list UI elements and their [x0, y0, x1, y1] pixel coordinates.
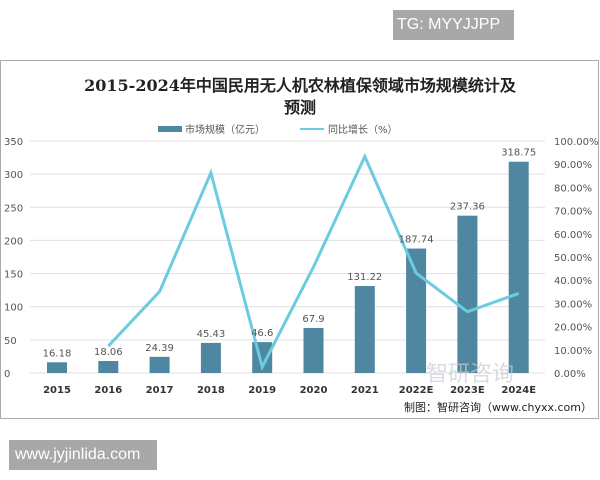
legend-bar-label: 市场规模（亿元）: [185, 123, 265, 136]
bar: [200, 342, 221, 373]
bar-value-label: 187.74: [399, 235, 434, 246]
bar: [354, 286, 375, 373]
right-tick-label: 90.00%: [554, 160, 592, 171]
logo-watermark: 智研咨询: [426, 362, 514, 387]
x-tick-label: 2023E: [450, 385, 485, 396]
chart-title-line1: 2015-2024年中国民用无人机农林植保领域市场规模统计及: [84, 76, 517, 95]
bar: [47, 362, 67, 373]
legend-bar-swatch: [158, 126, 182, 132]
right-tick-label: 60.00%: [554, 230, 592, 241]
bar-value-label: 18.06: [94, 347, 123, 358]
right-tick-label: 80.00%: [554, 183, 592, 194]
source-note: 制图：智研咨询（www.chyxx.com）: [404, 400, 592, 414]
left-tick-label: 0: [4, 369, 10, 380]
x-tick-label: 2016: [94, 385, 122, 396]
x-tick-label: 2015: [43, 385, 71, 396]
x-tick-label: 2024E: [501, 385, 536, 396]
bar-value-label: 46.6: [251, 328, 273, 339]
x-tick-label: 2022E: [399, 385, 434, 396]
bar: [149, 356, 170, 373]
bar-value-label: 67.9: [302, 314, 324, 325]
left-tick-label: 100: [4, 303, 23, 314]
left-tick-label: 200: [4, 236, 23, 247]
right-tick-label: 10.00%: [554, 346, 592, 357]
left-tick-label: 350: [4, 137, 23, 148]
bar-value-label: 16.18: [43, 348, 72, 359]
bar-value-label: 45.43: [197, 329, 226, 340]
bar-value-label: 131.22: [347, 272, 382, 283]
right-tick-label: 0.00%: [554, 369, 586, 380]
bar: [457, 215, 478, 373]
x-tick-label: 2020: [300, 385, 328, 396]
x-tick-label: 2017: [146, 385, 174, 396]
chart-title-line2: 预测: [284, 98, 316, 117]
right-tick-label: 30.00%: [554, 299, 592, 310]
bar: [406, 248, 427, 373]
x-tick-label: 2018: [197, 385, 225, 396]
bar: [508, 161, 529, 373]
bar-value-label: 318.75: [501, 148, 536, 159]
bar-value-label: 24.39: [145, 343, 174, 354]
watermark-bottom: www.jyjinlida.com: [9, 440, 157, 470]
right-tick-label: 20.00%: [554, 323, 592, 334]
chart-card: [0, 60, 599, 419]
left-tick-label: 50: [4, 336, 17, 347]
right-tick-label: 70.00%: [554, 207, 592, 218]
left-tick-label: 250: [4, 203, 23, 214]
chart: 2015-2024年中国民用无人机农林植保领域市场规模统计及 预测 市场规模（亿…: [4, 76, 599, 414]
right-tick-label: 40.00%: [554, 276, 592, 287]
legend-line-label: 同比增长（%）: [328, 123, 398, 136]
left-tick-label: 300: [4, 170, 23, 181]
legend: 市场规模（亿元） 同比增长（%）: [158, 123, 398, 136]
growth-line: [107, 152, 520, 372]
bar-value-label: 237.36: [450, 202, 485, 213]
right-tick-label: 50.00%: [554, 253, 592, 264]
x-tick-label: 2019: [248, 385, 276, 396]
x-tick-label: 2021: [351, 385, 379, 396]
right-tick-label: 100.00%: [554, 137, 599, 148]
left-tick-label: 150: [4, 270, 23, 281]
watermark-top: TG: MYYJJPP: [393, 10, 514, 40]
bar: [303, 327, 324, 373]
bar: [98, 361, 119, 373]
